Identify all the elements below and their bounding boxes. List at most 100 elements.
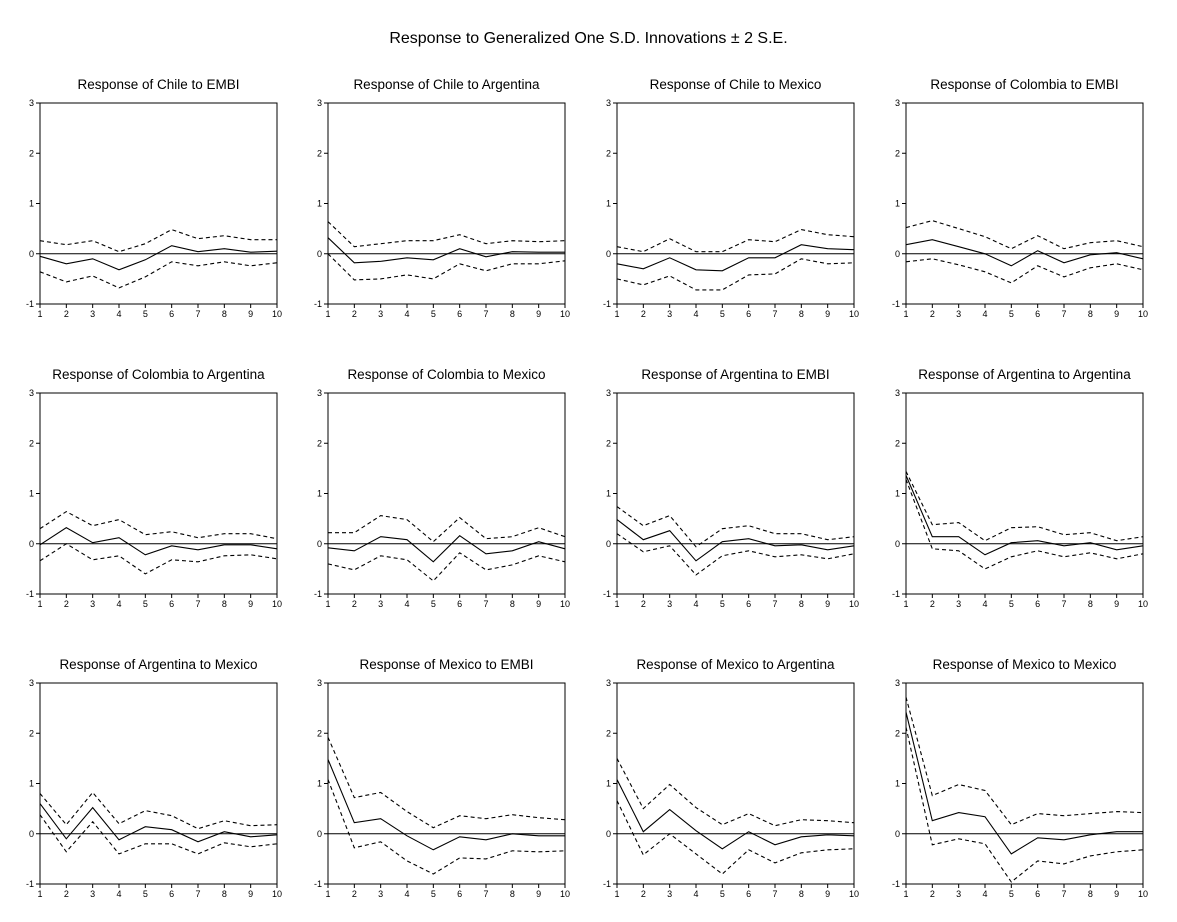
x-tick-label: 3 [378,309,383,319]
x-tick-label: 3 [667,889,672,899]
y-tick-label: 2 [29,728,34,738]
x-tick-label: 7 [1061,599,1066,609]
x-tick-label: 8 [1088,889,1093,899]
x-tick-label: 9 [536,309,541,319]
x-tick-label: 6 [457,599,462,609]
y-tick-label: 3 [606,678,611,688]
lower-band-line [905,479,1144,570]
y-tick-label: -1 [603,589,611,599]
response-line [39,803,278,843]
x-tick-label: 5 [431,889,436,899]
y-tick-label: 1 [29,489,34,499]
y-tick-label: 1 [895,199,900,209]
x-tick-label: 2 [352,599,357,609]
x-tick-label: 8 [222,599,227,609]
x-tick-label: 9 [825,309,830,319]
y-tick-label: -1 [314,589,322,599]
y-tick-label: 3 [606,98,611,108]
x-tick-label: 5 [143,889,148,899]
y-tick-label: 3 [895,388,900,398]
y-tick-label: 1 [895,489,900,499]
y-tick-label: 3 [895,98,900,108]
y-tick-label: -1 [892,879,900,889]
x-tick-label: 1 [903,599,908,609]
x-tick-label: 5 [720,889,725,899]
x-tick-label: 9 [1114,889,1119,899]
y-tick-label: 1 [29,779,34,789]
y-tick-label: 1 [29,199,34,209]
x-tick-label: 3 [956,309,961,319]
x-tick-label: 7 [772,889,777,899]
x-tick-label: 2 [64,599,69,609]
x-tick-label: 3 [90,309,95,319]
x-tick-label: 4 [404,599,409,609]
plot-frame [905,102,1144,305]
y-tick-label: 0 [606,539,611,549]
upper-band-line [327,737,566,829]
x-tick-label: 10 [272,309,282,319]
x-tick-label: 2 [641,309,646,319]
x-tick-label: 6 [746,599,751,609]
x-tick-label: 1 [37,599,42,609]
y-tick-label: -1 [603,299,611,309]
lower-band-line [905,727,1144,883]
y-tick-label: 0 [895,829,900,839]
x-tick-label: 5 [1009,889,1014,899]
y-tick-label: -1 [603,879,611,889]
lower-band-line [327,253,566,281]
x-tick-label: 7 [1061,309,1066,319]
x-tick-label: 10 [1138,889,1148,899]
response-line [39,527,278,556]
plot-frame [327,392,566,595]
y-tick-label: 3 [317,678,322,688]
x-tick-label: 10 [272,889,282,899]
x-tick-label: 10 [560,309,570,319]
figure-title: Response to Generalized One S.D. Innovat… [389,30,788,47]
panel-title: Response of Colombia to Mexico [347,367,545,382]
lower-band-line [39,543,278,575]
x-tick-label: 4 [404,889,409,899]
x-tick-label: 6 [1035,889,1040,899]
y-tick-label: 3 [29,388,34,398]
chart-panel: Response of Mexico to Mexico -1 0 1 2 3 1 2 3 4 5 6… [892,657,1148,899]
y-tick-label: 1 [317,779,322,789]
x-tick-label: 1 [903,309,908,319]
panel-title: Response of Argentina to EMBI [641,367,829,382]
chart-panel: Response of Argentina to Argentina -1 0 1 2 3… [892,367,1148,609]
y-tick-label: -1 [314,879,322,889]
lower-band-line [616,800,855,875]
x-tick-label: 5 [720,599,725,609]
x-tick-label: 6 [1035,599,1040,609]
plot-frame [327,102,566,305]
upper-band-line [328,515,566,543]
x-tick-label: 9 [825,599,830,609]
x-tick-label: 1 [325,309,330,319]
lower-band-line [39,261,278,289]
y-tick-label: -1 [314,299,322,309]
response-line [905,239,1144,267]
chart-panel: Response of Argentina to Mexico -1 0 1 2 3 1 2 3… [26,657,282,899]
y-tick-label: 3 [29,678,34,688]
x-tick-label: 10 [849,889,859,899]
x-tick-label: 10 [1138,599,1148,609]
x-tick-label: 4 [116,309,121,319]
y-tick-label: 1 [606,199,611,209]
y-tick-label: 0 [895,249,900,259]
x-tick-label: 5 [431,599,436,609]
y-tick-label: -1 [892,589,900,599]
x-tick-label: 8 [510,889,515,899]
chart-panel: Response of Chile to Argentina -1 0 1 2 3 1 2 3 4… [314,77,570,319]
x-tick-label: 4 [693,599,698,609]
x-tick-label: 4 [982,599,987,609]
x-tick-label: 5 [143,599,148,609]
chart-panel: Response of Argentina to EMBI -1 0 1 2 3 1 2 3 4 5… [603,367,859,609]
x-tick-label: 3 [667,309,672,319]
panel-title: Response of Chile to Argentina [353,77,540,92]
y-tick-label: 2 [895,148,900,158]
x-tick-label: 2 [930,599,935,609]
lower-band-line [616,258,855,291]
y-tick-label: 0 [29,249,34,259]
y-tick-label: 0 [29,829,34,839]
upper-band-line [39,229,277,253]
x-tick-label: 5 [143,309,148,319]
